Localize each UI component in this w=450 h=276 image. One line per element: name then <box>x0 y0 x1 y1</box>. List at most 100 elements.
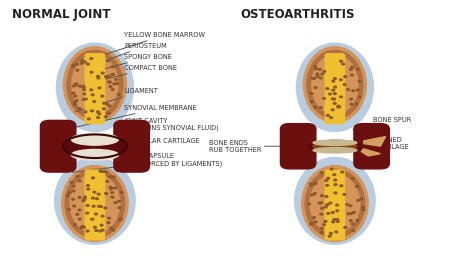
Circle shape <box>98 87 101 89</box>
FancyBboxPatch shape <box>280 124 316 169</box>
Circle shape <box>313 78 315 79</box>
Circle shape <box>82 226 86 228</box>
Circle shape <box>310 101 313 102</box>
Circle shape <box>112 74 114 75</box>
Circle shape <box>82 99 85 100</box>
Circle shape <box>352 90 355 92</box>
Circle shape <box>328 93 331 95</box>
Circle shape <box>333 93 336 94</box>
Circle shape <box>325 196 328 197</box>
Circle shape <box>329 233 332 234</box>
Circle shape <box>95 230 98 231</box>
Circle shape <box>97 193 100 195</box>
Circle shape <box>78 197 81 198</box>
Circle shape <box>105 171 108 173</box>
Circle shape <box>110 227 112 229</box>
Circle shape <box>311 77 314 79</box>
Ellipse shape <box>56 43 133 131</box>
Circle shape <box>321 73 324 75</box>
Circle shape <box>331 212 334 213</box>
FancyBboxPatch shape <box>114 120 149 172</box>
Circle shape <box>75 100 78 102</box>
Circle shape <box>337 105 340 107</box>
Circle shape <box>99 170 102 172</box>
Circle shape <box>101 95 104 97</box>
Circle shape <box>351 223 354 225</box>
Circle shape <box>320 77 322 79</box>
Circle shape <box>81 60 84 61</box>
Circle shape <box>83 93 86 95</box>
Circle shape <box>314 193 316 194</box>
Circle shape <box>81 226 84 227</box>
Circle shape <box>356 69 359 70</box>
Circle shape <box>66 195 69 197</box>
Ellipse shape <box>313 148 357 153</box>
Circle shape <box>334 192 337 194</box>
Ellipse shape <box>297 43 374 131</box>
Circle shape <box>105 193 108 194</box>
Text: SPONGY BONE: SPONGY BONE <box>88 54 172 73</box>
Circle shape <box>91 197 94 199</box>
Polygon shape <box>364 137 386 146</box>
Circle shape <box>335 231 338 233</box>
Circle shape <box>86 230 89 232</box>
Circle shape <box>332 89 335 91</box>
Circle shape <box>321 207 324 209</box>
Circle shape <box>336 210 339 212</box>
Ellipse shape <box>313 142 357 150</box>
Circle shape <box>114 187 117 189</box>
Circle shape <box>103 102 105 104</box>
Circle shape <box>359 96 361 98</box>
Circle shape <box>92 177 94 179</box>
Circle shape <box>94 226 96 228</box>
Circle shape <box>84 98 87 100</box>
Circle shape <box>320 172 323 174</box>
Circle shape <box>314 66 316 67</box>
Circle shape <box>72 64 75 66</box>
Text: ARTICULAR CARTILAGE: ARTICULAR CARTILAGE <box>84 138 200 156</box>
Text: OSTEOARTHRITIS: OSTEOARTHRITIS <box>241 7 355 20</box>
Circle shape <box>73 102 76 104</box>
Circle shape <box>327 213 330 214</box>
Text: JOINT CAVITY
(CONTAINS SYNOVIAL FLUID): JOINT CAVITY (CONTAINS SYNOVIAL FLUID) <box>66 118 219 145</box>
Text: COMPACT BONE: COMPACT BONE <box>84 65 177 84</box>
Circle shape <box>330 168 333 170</box>
Circle shape <box>80 62 83 64</box>
Circle shape <box>313 183 316 185</box>
Circle shape <box>83 198 86 200</box>
Circle shape <box>346 204 349 205</box>
Circle shape <box>99 230 102 232</box>
Circle shape <box>337 221 339 222</box>
Circle shape <box>316 75 319 77</box>
Circle shape <box>107 222 110 224</box>
Circle shape <box>320 232 323 233</box>
Circle shape <box>362 209 365 211</box>
Circle shape <box>332 80 335 82</box>
Circle shape <box>314 106 317 108</box>
Circle shape <box>97 76 99 77</box>
Circle shape <box>327 177 329 179</box>
Circle shape <box>104 207 107 209</box>
Circle shape <box>333 98 336 100</box>
Circle shape <box>333 174 336 176</box>
Circle shape <box>336 219 339 220</box>
Circle shape <box>104 116 107 118</box>
Circle shape <box>86 212 89 214</box>
Circle shape <box>308 203 310 205</box>
Circle shape <box>76 69 79 71</box>
Circle shape <box>109 176 112 177</box>
Circle shape <box>355 103 358 105</box>
Circle shape <box>356 185 359 187</box>
Circle shape <box>310 224 313 225</box>
Circle shape <box>76 176 79 177</box>
Circle shape <box>109 86 112 87</box>
Circle shape <box>344 227 346 228</box>
Circle shape <box>108 105 111 107</box>
Circle shape <box>90 71 93 73</box>
Circle shape <box>340 185 343 187</box>
Ellipse shape <box>63 47 126 123</box>
Circle shape <box>315 68 317 70</box>
Text: BONE ENDS
RUB TOGETHER: BONE ENDS RUB TOGETHER <box>209 140 310 153</box>
Circle shape <box>311 194 314 196</box>
Circle shape <box>111 197 114 198</box>
